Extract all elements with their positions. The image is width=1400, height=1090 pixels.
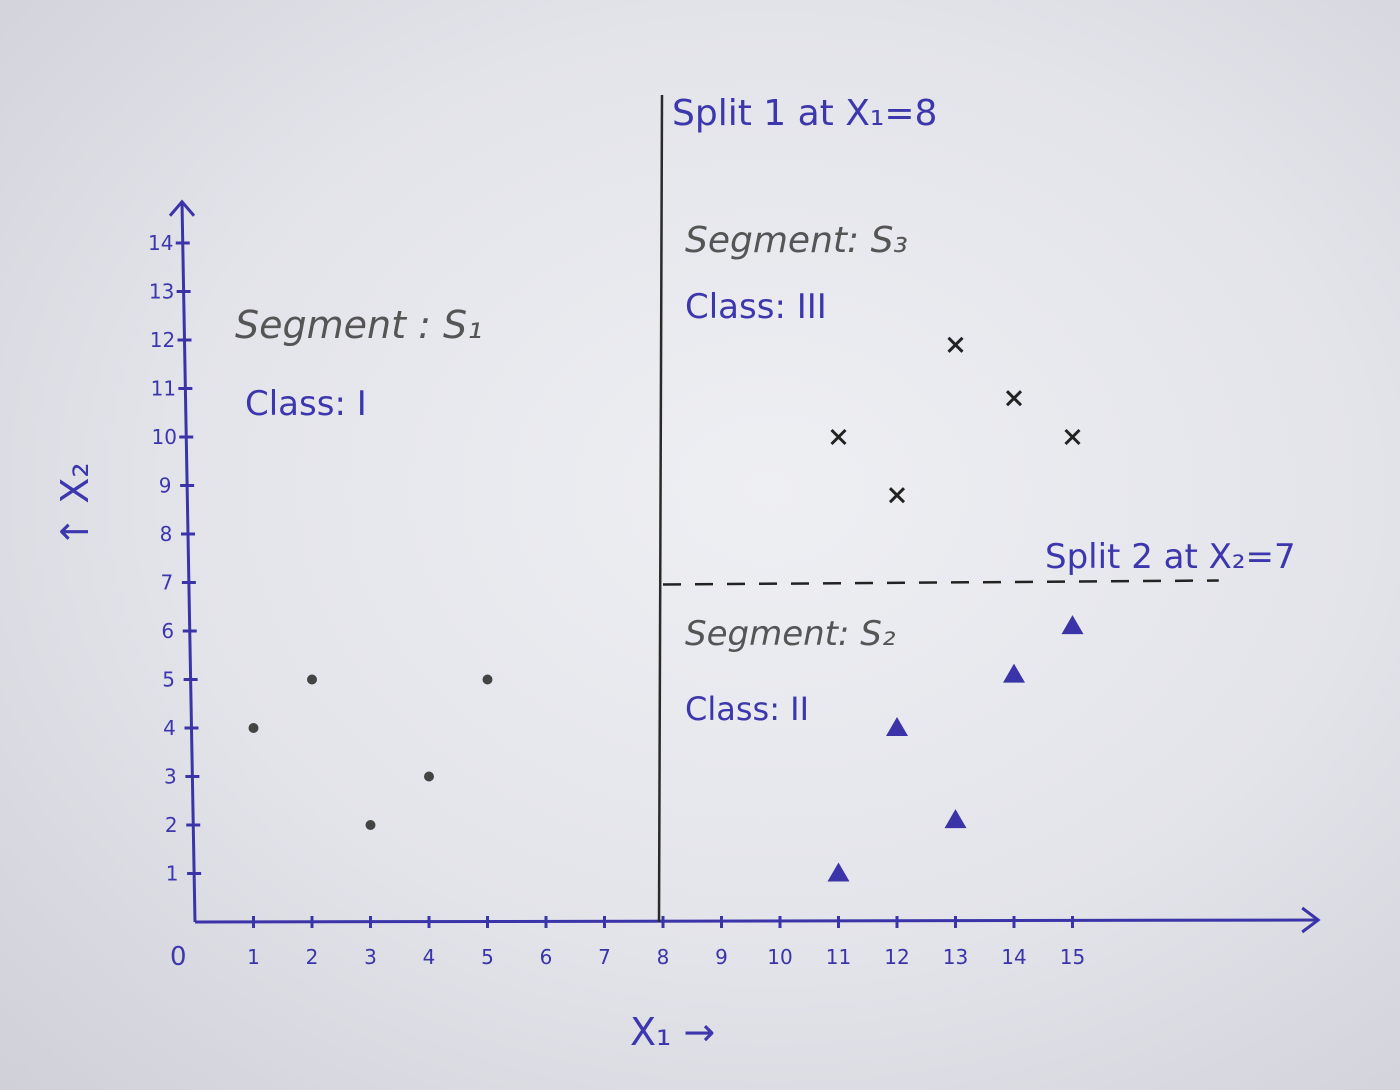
- y-tick-label: 5: [162, 668, 175, 692]
- y-tick-label: 4: [163, 716, 176, 740]
- x-tick-label: 2: [306, 945, 319, 969]
- data-point-dot: [424, 771, 434, 782]
- x-tick-label: 4: [423, 945, 436, 969]
- class2-label: Class: II: [685, 690, 809, 728]
- data-point-dot: [365, 820, 376, 830]
- text-labels: Split 1 at X₁=8 Split 2 at X₂=7 Segment …: [170, 93, 1296, 1054]
- data-point-triangle: [1003, 663, 1025, 683]
- y-tick-label: 10: [152, 425, 177, 449]
- x-axis-label: X₁ →: [630, 1010, 715, 1054]
- x-tick-label: 3: [364, 945, 377, 969]
- y-tick-label: 8: [160, 522, 173, 546]
- y-axis-label: ↑ X₂: [53, 462, 97, 547]
- y-tick-label: 1: [166, 862, 179, 886]
- y-tick-label: 3: [164, 765, 177, 789]
- y-tick-label: 12: [150, 328, 175, 352]
- y-tick-label: 2: [165, 813, 178, 837]
- x-tick-label: 11: [826, 945, 851, 969]
- y-tick-label: 9: [159, 474, 172, 498]
- split2-label: Split 2 at X₂=7: [1045, 537, 1296, 577]
- segment1-label: Segment : S₁: [235, 303, 482, 347]
- segment2-label: Segment: S₂: [685, 614, 896, 654]
- data-point-cross: [1005, 390, 1023, 407]
- x-tick-label: 14: [1001, 945, 1026, 969]
- x-axis-arrowhead: [1301, 906, 1321, 934]
- x-tick-label: 6: [540, 945, 553, 969]
- data-point-cross: [830, 428, 847, 446]
- x-tick-label: 10: [767, 945, 792, 969]
- data-point-triangle: [944, 809, 967, 829]
- data-point-cross: [888, 487, 906, 504]
- class1-label: Class: I: [245, 384, 367, 424]
- split-lines: [657, 94, 1219, 923]
- x-axis-line: [194, 918, 1319, 924]
- y-tick-label: 6: [161, 619, 174, 643]
- x-tick-label: 13: [943, 945, 968, 969]
- x-tick-label: 7: [598, 945, 611, 969]
- x-tick-label: 15: [1060, 945, 1085, 969]
- data-point-triangle: [1061, 615, 1084, 635]
- data-points: [248, 336, 1084, 882]
- data-point-cross: [947, 336, 964, 353]
- x-tick-label: 12: [884, 945, 909, 969]
- y-tick-label: 11: [151, 377, 176, 401]
- y-tick-label: 14: [148, 231, 173, 255]
- split-line-1: [657, 94, 664, 923]
- y-axis-arrowhead: [168, 199, 196, 217]
- data-point-triangle: [886, 717, 908, 736]
- split1-label: Split 1 at X₁=8: [672, 93, 937, 134]
- split-line-2: [662, 579, 1219, 586]
- segment3-label: Segment: S₃: [685, 220, 908, 261]
- data-point-dot: [307, 674, 317, 685]
- data-point-dot: [482, 674, 493, 685]
- x-tick-label: 1: [247, 945, 260, 969]
- y-axis-line: [180, 201, 197, 923]
- x-tick-label: 8: [657, 945, 670, 969]
- y-tick-label: 7: [161, 571, 174, 595]
- data-point-cross: [1064, 428, 1081, 446]
- origin-label: 0: [170, 942, 187, 972]
- y-tick-label: 13: [149, 280, 174, 304]
- data-point-dot: [248, 723, 259, 733]
- x-tick-label: 9: [715, 945, 728, 969]
- class3-label: Class: III: [685, 287, 827, 327]
- x-tick-label: 5: [481, 945, 494, 969]
- data-point-triangle: [827, 862, 850, 882]
